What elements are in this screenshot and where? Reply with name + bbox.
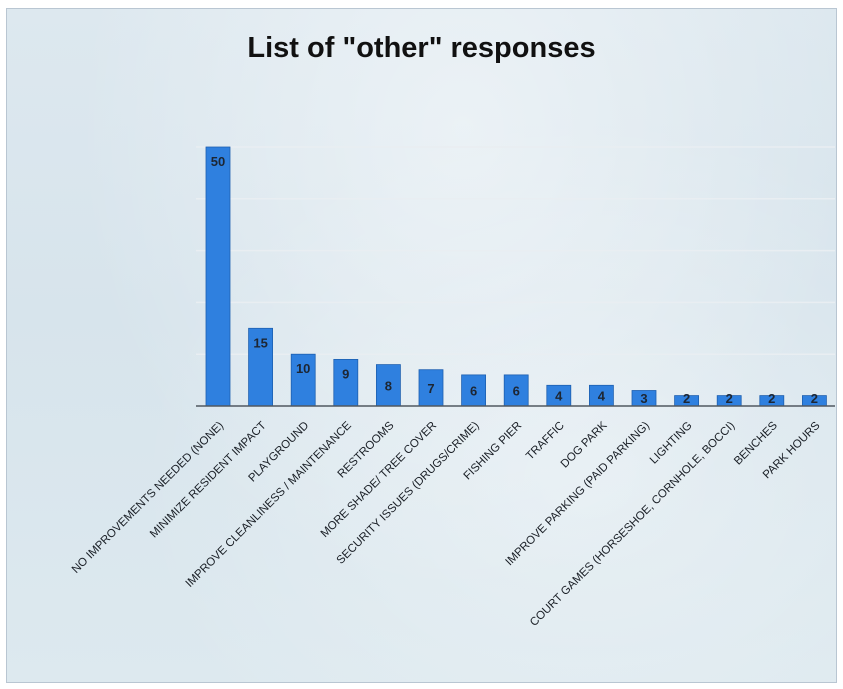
data-label-5: 7 — [427, 381, 434, 396]
bar-7 — [503, 374, 529, 407]
bars — [205, 146, 827, 407]
data-label-10: 3 — [640, 391, 647, 406]
data-label-3: 9 — [342, 366, 349, 381]
data-label-2: 10 — [296, 361, 310, 376]
data-label-11: 2 — [683, 391, 690, 406]
category-label-0: NO IMPROVEMENTS NEEDED (NONE) — [70, 420, 226, 576]
data-label-7: 6 — [513, 384, 520, 399]
data-label-1: 15 — [253, 335, 267, 350]
bar-0 — [205, 146, 231, 407]
bar-1 — [248, 327, 274, 407]
chart-title: List of "other" responses — [247, 32, 596, 64]
chart-frame — [6, 8, 837, 683]
data-labels: 50 15 10 9 8 7 6 6 4 4 3 2 2 2 2 — [211, 154, 818, 406]
bar-3 — [333, 358, 359, 407]
bar-5 — [418, 369, 444, 407]
bar-6 — [461, 374, 487, 407]
data-label-4: 8 — [385, 378, 392, 393]
category-label-12: COURT GAMES (HORSESHOE, CORNHOLE, BOCCI) — [528, 420, 737, 629]
bar-2 — [290, 353, 316, 407]
data-label-8: 4 — [555, 389, 563, 404]
data-label-9: 4 — [598, 389, 606, 404]
gridlines — [196, 146, 835, 355]
data-label-14: 2 — [811, 391, 818, 406]
data-label-0: 50 — [211, 154, 225, 169]
data-label-6: 6 — [470, 384, 477, 399]
category-label-8: TRAFFIC — [524, 420, 567, 463]
bar-4 — [375, 364, 401, 407]
data-label-12: 2 — [726, 391, 733, 406]
category-labels: NO IMPROVEMENTS NEEDED (NONE)MINIMIZE RE… — [70, 419, 823, 628]
data-label-13: 2 — [768, 391, 775, 406]
